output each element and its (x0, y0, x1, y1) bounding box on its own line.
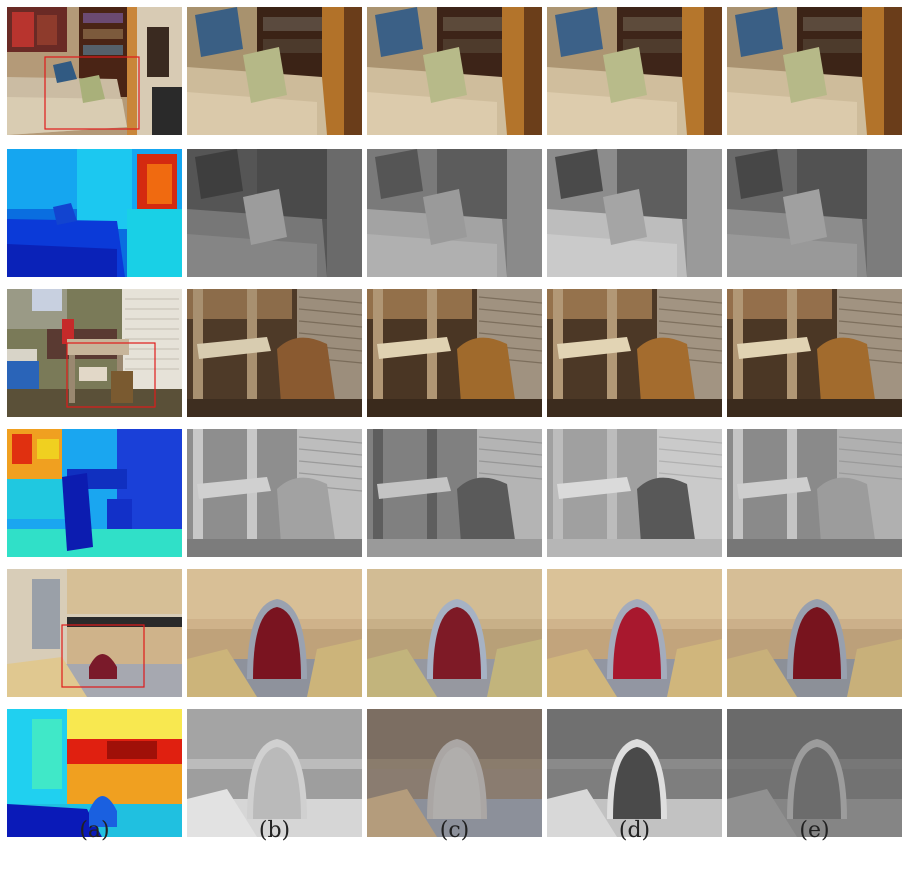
row2-method-e-depth (727, 149, 902, 277)
row4-method-e-depth (727, 429, 902, 557)
row4-method-d-depth (547, 429, 722, 557)
row6-method-c-depth (367, 709, 542, 837)
row1-method-c-output (367, 7, 542, 135)
row6-method-e-depth (727, 709, 902, 837)
row2-method-c-depth (367, 149, 542, 277)
row2-method-d-depth (547, 149, 722, 277)
row4-input-depth-map (7, 429, 182, 557)
row1-input-rgb-image (7, 7, 182, 135)
row6-input-depth-map (7, 709, 182, 837)
caption-a: (a) (79, 818, 110, 843)
row1-method-e-output (727, 7, 902, 135)
row5-input-rgb-image (7, 569, 182, 697)
caption-e: (e) (799, 818, 830, 843)
caption-b: (b) (258, 818, 291, 843)
row5-method-b-output (187, 569, 362, 697)
row5-method-d-output (547, 569, 722, 697)
row3-method-e-output (727, 289, 902, 417)
caption-d: (d) (618, 818, 651, 843)
row1-method-d-output (547, 7, 722, 135)
row5-method-e-output (727, 569, 902, 697)
row3-input-rgb-image (7, 289, 182, 417)
row3-method-b-output (187, 289, 362, 417)
row4-method-b-depth (187, 429, 362, 557)
row6-method-d-depth (547, 709, 722, 837)
row2-input-depth-map (7, 149, 182, 277)
row5-method-c-output (367, 569, 542, 697)
row4-method-c-depth (367, 429, 542, 557)
caption-c: (c) (439, 818, 470, 843)
row3-method-d-output (547, 289, 722, 417)
row2-method-b-depth (187, 149, 362, 277)
row1-method-b-output (187, 7, 362, 135)
row3-method-c-output (367, 289, 542, 417)
row6-method-b-depth (187, 709, 362, 837)
